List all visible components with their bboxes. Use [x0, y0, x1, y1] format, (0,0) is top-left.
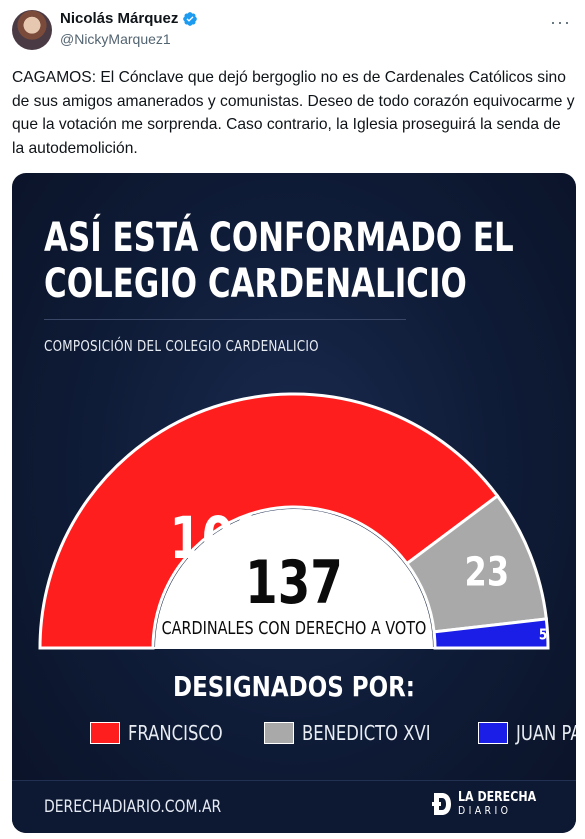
slice-value-label: 109 — [170, 505, 267, 572]
author-avatar[interactable] — [12, 10, 52, 50]
author-name-row: Nicolás Márquez — [60, 10, 198, 27]
legend-label: FRANCISCO — [128, 721, 223, 745]
footer-url: DERECHADIARIO.COM.AR — [44, 797, 222, 817]
more-options-icon[interactable]: ··· — [550, 12, 571, 32]
headline-line-2: COLEGIO CARDENALICIO — [44, 261, 467, 307]
legend-swatch — [478, 722, 509, 744]
legend-title: DESIGNADOS POR: — [173, 670, 415, 703]
tweet-image[interactable]: ASÍ ESTÁ CONFORMADO EL COLEGIO CARDENALI… — [12, 173, 576, 833]
donut-center — [155, 509, 433, 648]
legend-label: JUAN PABLO II — [516, 721, 576, 745]
brand-line-2: DIARIO — [458, 804, 512, 817]
center-label: CARDINALES CON DERECHO A VOTO — [162, 617, 427, 638]
legend-item: FRANCISCO — [90, 721, 244, 745]
chart-legend: FRANCISCO BENEDICTO XVI JUAN PABLO II — [90, 721, 576, 745]
headline-divider — [44, 319, 406, 320]
half-donut-chart: 109 23 5 137 CARDINALES CON DERECHO A VOTO — [38, 392, 550, 650]
graphic-footer: DERECHADIARIO.COM.AR LA DERECHA DIARIO — [12, 780, 576, 833]
verified-badge-icon — [183, 11, 198, 26]
legend-swatch — [263, 722, 294, 744]
author-name[interactable]: Nicolás Márquez — [60, 10, 179, 27]
legend-item: BENEDICTO XVI — [263, 721, 459, 745]
brand-logo: LA DERECHA DIARIO — [432, 791, 550, 817]
brand-d-icon — [432, 793, 452, 815]
legend-item: JUAN PABLO II — [478, 721, 576, 745]
slice-value-label: 5 — [539, 626, 547, 644]
brand-line-1: LA DERECHA — [458, 790, 537, 805]
legend-swatch — [90, 722, 120, 744]
slice-value-label: 23 — [465, 548, 510, 595]
center-total: 137 — [245, 547, 343, 617]
graphic-headline: ASÍ ESTÁ CONFORMADO EL COLEGIO CARDENALI… — [44, 215, 514, 307]
tweet-text: CAGAMOS: El Cónclave que dejó bergoglio … — [12, 69, 575, 157]
legend-label: BENEDICTO XVI — [301, 721, 431, 745]
graphic-subtitle: COMPOSICIÓN DEL COLEGIO CARDENALICIO — [44, 337, 319, 355]
author-handle[interactable]: @NickyMarquez1 — [60, 31, 171, 47]
headline-line-1: ASÍ ESTÁ CONFORMADO EL — [44, 215, 514, 261]
slice-francisco — [38, 392, 500, 650]
